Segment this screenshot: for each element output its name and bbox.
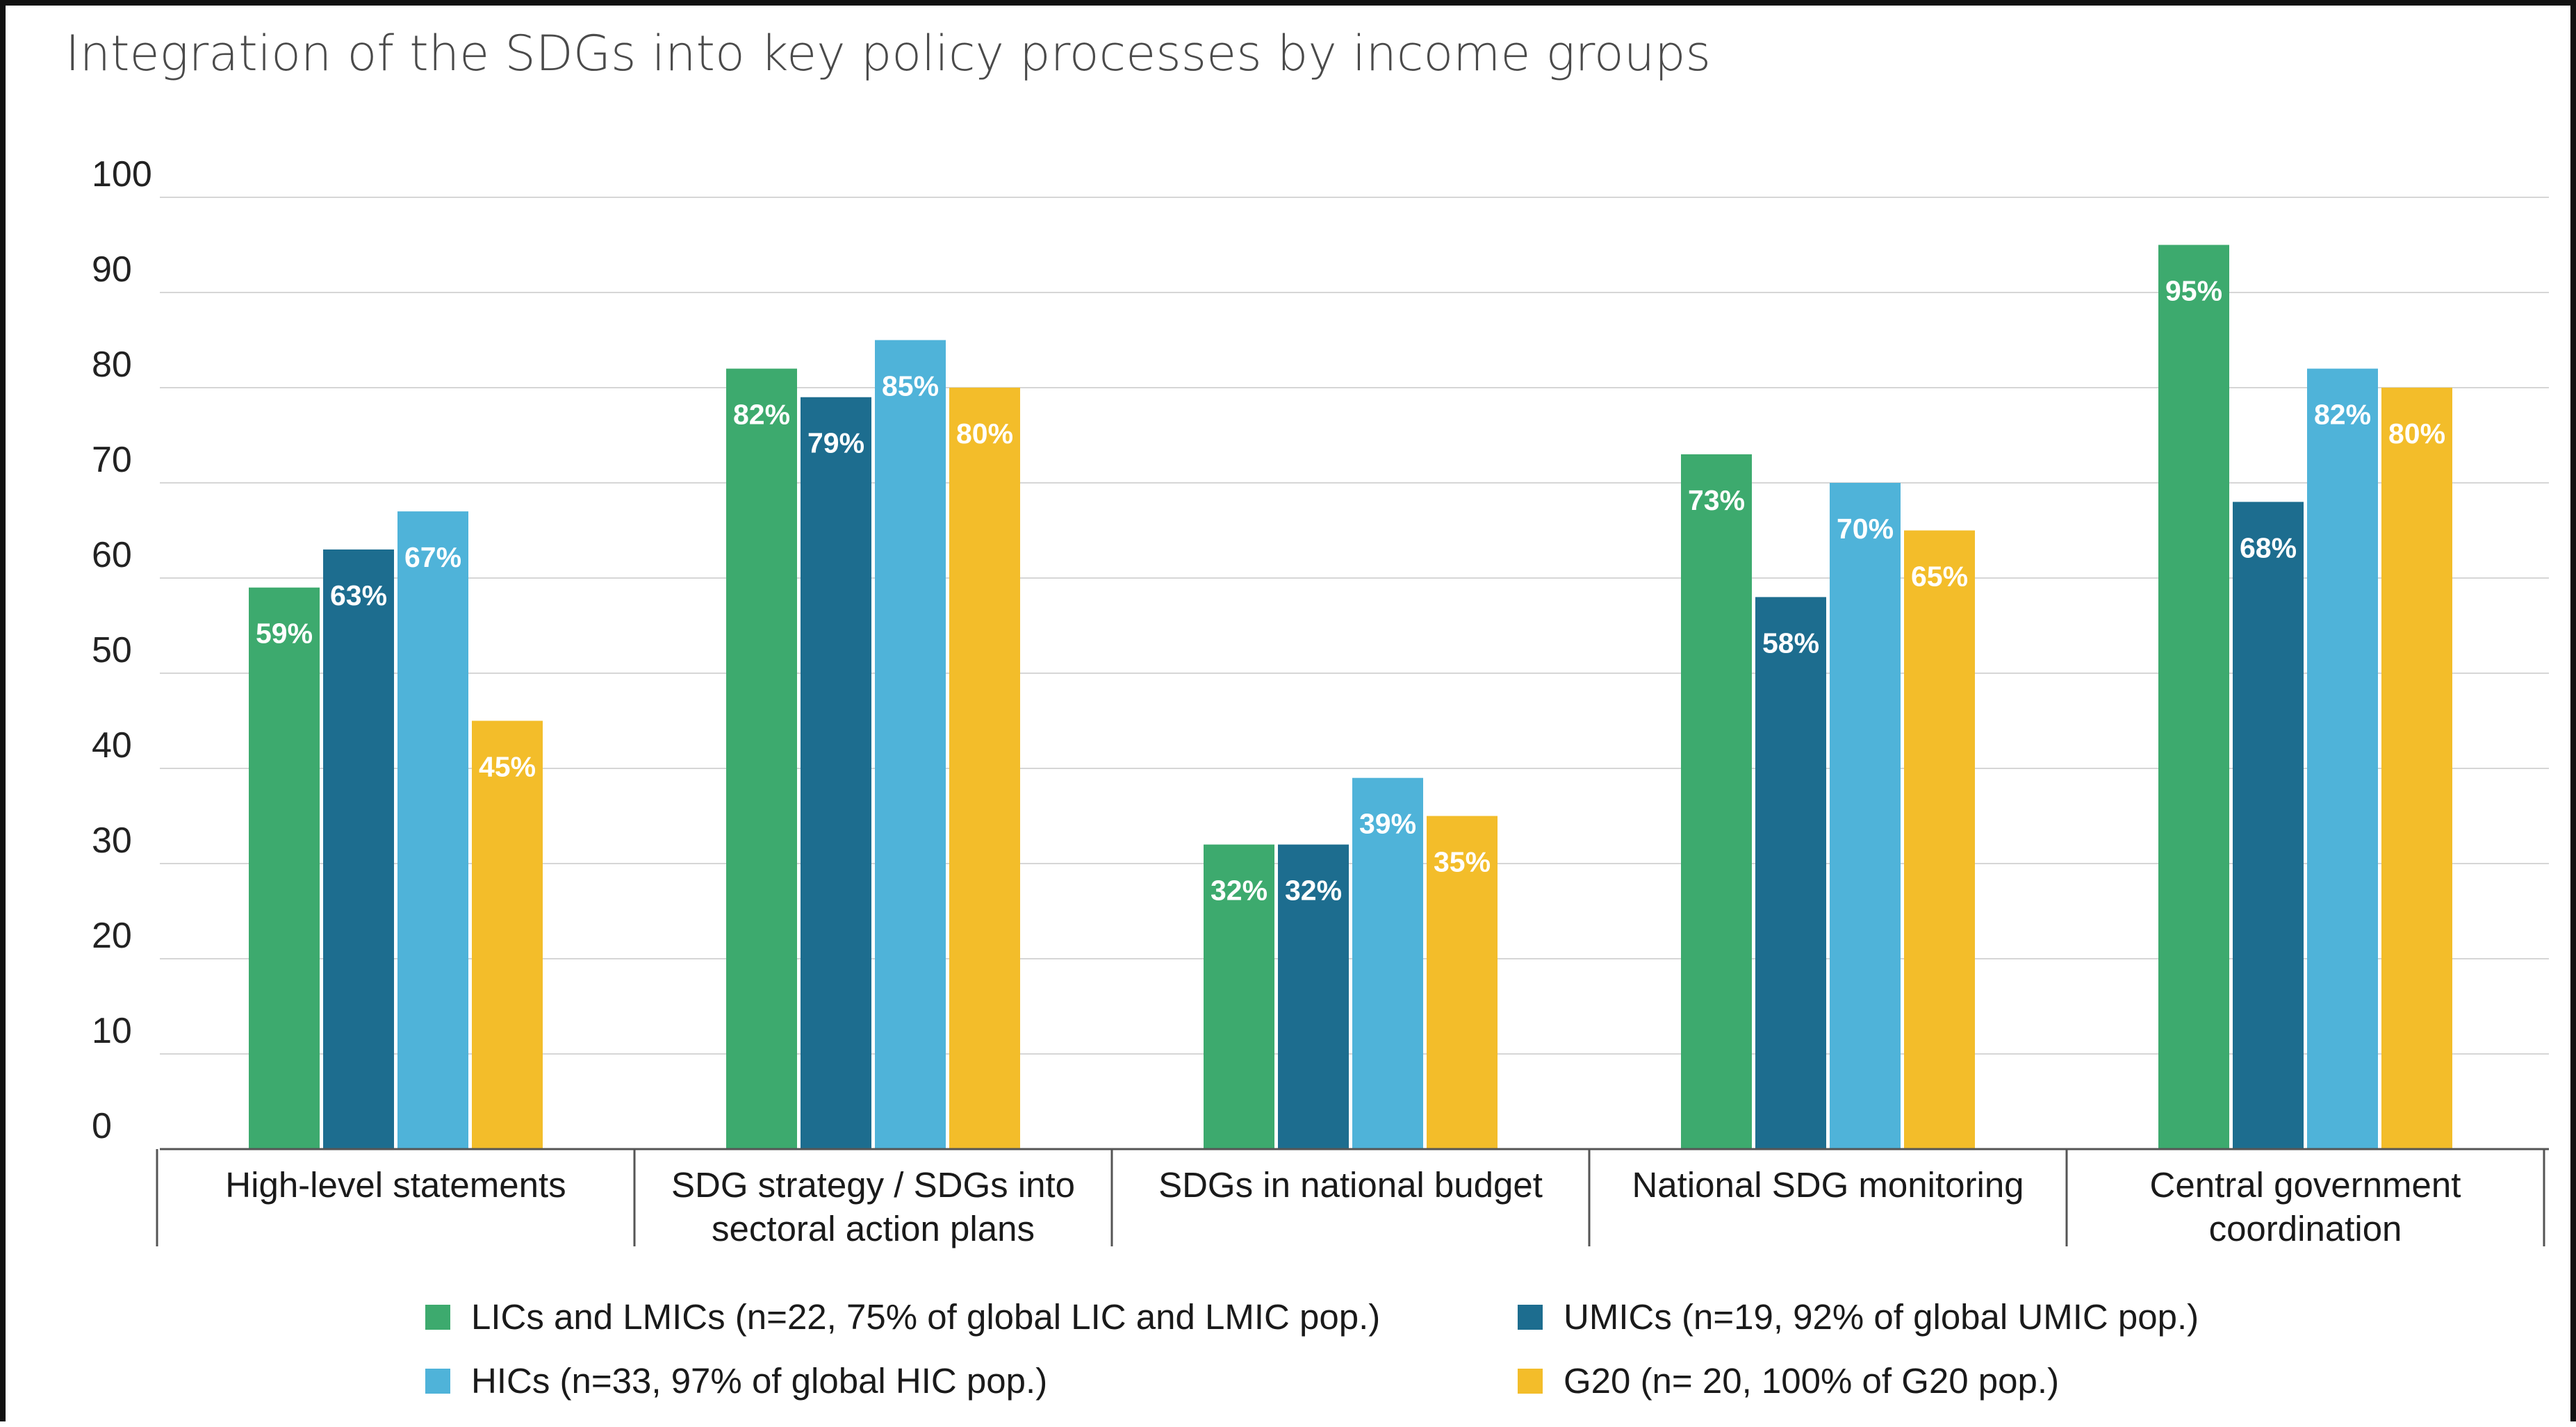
bar-data-label: 82% — [733, 399, 790, 431]
bars — [249, 245, 2452, 1150]
category-label: National SDG monitoring — [1632, 1165, 2024, 1205]
chart-title: Integration of the SDGs into key policy … — [65, 25, 1712, 82]
y-tick-label: 70 — [92, 440, 132, 480]
bar-data-label: 63% — [330, 579, 387, 611]
y-tick-label: 30 — [92, 820, 132, 861]
bar-data-label: 79% — [807, 427, 864, 459]
bar-data-label: 45% — [479, 751, 536, 783]
y-tick-label: 10 — [92, 1011, 132, 1051]
bar-data-label: 65% — [1911, 561, 1968, 593]
category-label: High-level statements — [225, 1165, 566, 1205]
bar — [1904, 530, 1975, 1149]
bar — [249, 587, 320, 1149]
bar — [397, 511, 468, 1149]
bar-data-label: 73% — [1688, 484, 1745, 516]
bar — [1755, 597, 1826, 1149]
y-axis-ticks: 0 10 20 30 40 50 60 70 80 90 100 — [92, 154, 152, 1146]
category-label: Central government — [2150, 1165, 2461, 1205]
bar — [323, 549, 394, 1149]
y-tick-label: 100 — [92, 154, 152, 195]
category-label: SDG strategy / SDGs into — [671, 1165, 1075, 1205]
y-tick-label: 20 — [92, 916, 132, 956]
category-label: SDGs in national budget — [1158, 1165, 1543, 1205]
bar-data-label: 85% — [882, 370, 939, 402]
category-label: sectoral action plans — [712, 1209, 1035, 1248]
bar — [1427, 816, 1498, 1149]
bar — [1681, 454, 1752, 1149]
bar-data-label: 59% — [256, 618, 313, 650]
y-tick-label: 90 — [92, 249, 132, 290]
bar-data-label: 70% — [1837, 513, 1894, 545]
bar — [801, 397, 871, 1150]
bar-data-label: 80% — [2388, 418, 2445, 449]
bar — [2381, 388, 2452, 1149]
bar — [1352, 777, 1423, 1149]
bar — [1204, 844, 1274, 1149]
bar-labels: 59% 63% 67% 45% 82% 79% 85% 80% 32% 32% 39% 35% 73% 5… — [256, 275, 2445, 907]
bar-data-label: 82% — [2314, 399, 2371, 431]
bar-data-label: 80% — [956, 418, 1013, 449]
bar-data-label: 32% — [1211, 875, 1268, 907]
bar-data-label: 67% — [404, 541, 461, 573]
bar — [726, 368, 797, 1149]
bar-data-label: 95% — [2165, 275, 2222, 307]
bar-data-label: 39% — [1359, 808, 1416, 840]
bar-data-label: 58% — [1762, 627, 1819, 659]
bar-data-label: 35% — [1434, 846, 1491, 878]
bar-data-label: 68% — [2240, 531, 2297, 563]
bar — [875, 340, 946, 1149]
bar — [2158, 245, 2229, 1149]
bar — [2307, 368, 2378, 1149]
bar-chart: 0 10 20 30 40 50 60 70 80 90 100 59% 63% 67% 45% 82% 79… — [92, 154, 2549, 1248]
y-tick-label: 0 — [92, 1106, 112, 1146]
bar — [472, 720, 543, 1149]
category-labels: High-level statements SDG strategy / SDGs… — [225, 1165, 2461, 1248]
y-tick-label: 40 — [92, 725, 132, 766]
bar — [1830, 483, 1901, 1149]
y-tick-label: 60 — [92, 535, 132, 575]
bar — [2233, 502, 2304, 1149]
y-tick-label: 50 — [92, 630, 132, 670]
y-tick-label: 80 — [92, 345, 132, 385]
category-label: coordination — [2209, 1209, 2402, 1248]
x-axis — [156, 1148, 2549, 1246]
bar — [949, 388, 1020, 1149]
bar — [1278, 844, 1349, 1149]
bar-data-label: 32% — [1285, 875, 1342, 907]
